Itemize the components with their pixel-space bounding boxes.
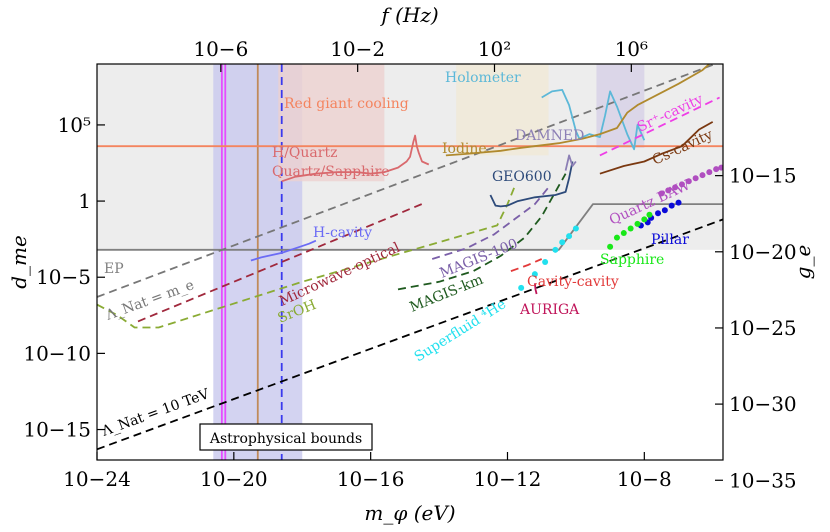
x-tick-label-0: 10−24 — [63, 467, 131, 491]
series-quartz-baw-point-9 — [718, 164, 723, 171]
astro-bounds-frame — [199, 423, 373, 451]
series-sapphire-point-4 — [634, 220, 641, 227]
annotation-h-quartz: H/Quartz — [272, 145, 337, 161]
astro-bounds-box: Astrophysical bounds — [199, 423, 373, 451]
x-tick-label-4: 10−8 — [617, 467, 672, 491]
x-tick-label-1: 10−20 — [200, 467, 268, 491]
series-sapphire-point-2 — [620, 230, 627, 237]
y-tick-label-3: 10−10 — [23, 341, 91, 365]
series-quartz-baw-point-5 — [692, 175, 699, 182]
series-cavity-cavity — [510, 258, 543, 272]
annotation-red-giant-cooling: Red giant cooling — [284, 96, 409, 112]
shaded-region-2 — [278, 64, 385, 182]
y-axis-label-right: g_e — [791, 245, 815, 280]
annotation-sapphire: Sapphire — [600, 252, 664, 268]
x-axis-label: m_φ (eV) — [364, 501, 455, 525]
series-group — [97, 64, 723, 451]
annotation-quartz-sapphire: Quartz/Sapphire — [272, 164, 390, 180]
annotation-cavity-cavity: Cavity-cavity — [527, 274, 619, 290]
series-sroh — [97, 187, 516, 329]
series-sapphire-point-6 — [646, 211, 653, 218]
series-superfluid-he-point-2 — [542, 259, 549, 265]
series-sapphire-point-3 — [627, 225, 634, 232]
series-quartz-baw-point-0 — [658, 190, 665, 197]
series-pillar — [637, 199, 682, 229]
series-h-quartz-quartz-sapphire — [281, 134, 430, 183]
series-sr-cavity — [599, 96, 720, 157]
series-h-cavity — [250, 239, 317, 262]
x-tick-label-3: 10−12 — [474, 467, 542, 491]
annotation-h-cavity: H-cavity — [313, 225, 372, 241]
y-tick-label-4: 10−15 — [23, 418, 91, 442]
series-quartz-baw-point-7 — [706, 169, 713, 176]
y-tick-label-0: 10⁵ — [58, 113, 91, 137]
series-quartz-baw-point-6 — [699, 172, 706, 179]
series-sapphire — [607, 211, 653, 250]
series-cs-cavity — [599, 121, 714, 175]
series-pillar-point-3 — [655, 210, 662, 217]
series-superfluid-he-point-3 — [552, 246, 559, 253]
annotation-geo600: GEO600 — [492, 169, 552, 185]
right-tick-label-4: 10−35 — [729, 468, 797, 492]
series-pillar-point-6 — [675, 199, 682, 206]
top-tick-label-0: 10−6 — [193, 37, 248, 61]
series-iodine — [445, 64, 710, 157]
y-tick-label-2: 10−5 — [36, 265, 91, 289]
annotation-ep: EP — [104, 261, 124, 277]
right-tick-label-2: 10−25 — [729, 316, 797, 340]
annotation-auriga: AURIGA — [519, 302, 580, 318]
series-superfluid-he — [518, 225, 579, 291]
right-tick-label-1: 10−20 — [729, 240, 797, 264]
y-tick-label-1: 1 — [78, 189, 91, 213]
series-sapphire-point-5 — [641, 216, 648, 223]
series-superfluid-he-point-5 — [566, 233, 573, 240]
series-damned — [564, 154, 577, 171]
series-auriga — [534, 283, 538, 295]
y-axis-label-left: d_me — [7, 235, 31, 289]
series-pillar-point-5 — [668, 202, 675, 209]
series-nat-10-tev — [97, 218, 723, 451]
axis-ticks: 10−24 10−20 10−16 10−12 10−8 10⁵ 1 10−5 10−10 10−… — [23, 37, 796, 492]
annotation-holometer: Holometer — [445, 70, 521, 86]
x-tick-label-2: 10−16 — [337, 467, 405, 491]
series-superfluid-he-point-6 — [572, 225, 579, 232]
top-tick-label-1: 10−2 — [330, 37, 385, 61]
series-quartz-baw-point-4 — [685, 178, 692, 185]
annotation-damned: DAMNED — [515, 128, 584, 144]
astro-bounds-label: Astrophysical bounds — [209, 431, 362, 447]
right-tick-label-3: 10−30 — [729, 392, 797, 416]
series-quartz-baw-point-2 — [672, 184, 679, 191]
series-geo600 — [489, 161, 574, 208]
series-superfluid-he-point-4 — [559, 239, 566, 246]
series-magis-100 — [431, 186, 550, 260]
series-quartz-baw-point-8 — [713, 166, 720, 173]
series-sapphire-point-1 — [613, 234, 620, 241]
shaded-region-3 — [456, 64, 549, 156]
series-quartz-baw — [658, 164, 723, 197]
right-tick-label-0: 10−15 — [729, 164, 797, 188]
top-tick-label-2: 10² — [478, 37, 511, 61]
annotation-pillar: Pillar — [651, 232, 689, 248]
vertical-bound-lines — [220, 64, 283, 460]
series-holometer — [541, 89, 646, 151]
top-axis-label: f (Hz) — [379, 3, 438, 27]
series-superfluid-he-point-1 — [531, 271, 538, 278]
plot-frame — [96, 63, 724, 461]
top-tick-label-3: 10⁶ — [615, 37, 648, 61]
annotation-iodine: Iodine — [442, 141, 487, 157]
series-quartz-baw-point-3 — [678, 181, 685, 188]
series-quartz-baw-point-1 — [665, 187, 672, 194]
annotation-nat-m-e: Λ_Nat = m_e — [103, 277, 196, 324]
series-superfluid-he-point-0 — [518, 284, 525, 291]
series-sapphire-point-0 — [607, 243, 614, 250]
series-pillar-point-4 — [661, 207, 668, 214]
series-nat-m-e — [97, 64, 718, 298]
